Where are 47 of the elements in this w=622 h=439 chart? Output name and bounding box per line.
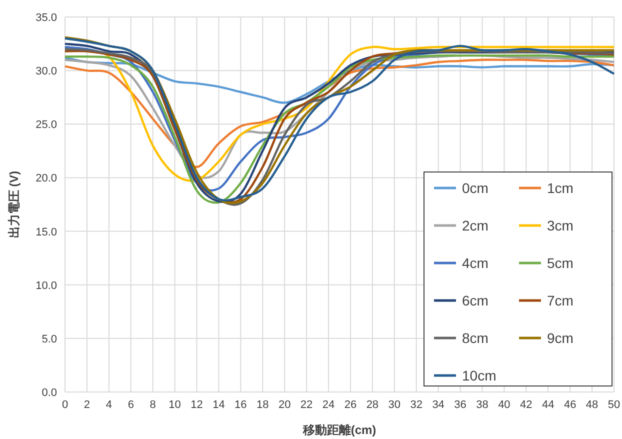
x-tick-label: 18 — [256, 399, 269, 411]
x-tick-label: 20 — [278, 399, 291, 411]
y-tick-label: 25.0 — [36, 119, 57, 132]
x-tick-label: 30 — [388, 399, 401, 411]
x-tick-label: 14 — [212, 399, 225, 411]
y-axis-title: 出力電圧 (V) — [7, 170, 21, 238]
legend-label: 0cm — [462, 180, 488, 196]
x-tick-label: 38 — [476, 399, 488, 411]
y-tick-label: 5.0 — [42, 333, 57, 346]
x-tick-label: 24 — [322, 399, 335, 411]
x-tick-label: 46 — [564, 399, 576, 411]
x-tick-label: 34 — [432, 399, 444, 411]
x-tick-label: 42 — [520, 399, 532, 411]
x-tick-label: 4 — [106, 399, 112, 411]
y-tick-label: 15.0 — [36, 226, 57, 238]
x-tick-label: 40 — [498, 399, 510, 411]
x-tick-label: 8 — [150, 399, 156, 411]
x-tick-label: 0 — [62, 399, 68, 411]
x-axis-title: 移動距離(cm) — [302, 423, 376, 437]
x-tick-label: 50 — [608, 399, 620, 411]
legend-label: 3cm — [547, 218, 574, 234]
x-tick-label: 36 — [454, 399, 466, 411]
legend-label: 4cm — [462, 255, 488, 271]
x-tick-label: 28 — [366, 399, 379, 411]
legend-label: 7cm — [547, 292, 574, 308]
y-tick-label: 0.0 — [42, 387, 57, 399]
x-tick-label: 32 — [410, 399, 422, 411]
legend-label: 8cm — [462, 330, 488, 346]
x-tick-label: 22 — [300, 399, 313, 411]
x-tick-label: 26 — [344, 399, 357, 411]
x-tick-label: 16 — [234, 399, 247, 411]
x-tick-label: 2 — [84, 399, 90, 411]
x-tick-label: 48 — [586, 399, 598, 411]
x-tick-label: 10 — [168, 399, 181, 411]
x-tick-label: 6 — [128, 399, 134, 411]
y-tick-label: 10.0 — [36, 280, 57, 292]
y-tick-label: 20.0 — [36, 172, 57, 185]
legend-label: 2cm — [462, 218, 488, 234]
y-tick-label: 35.0 — [36, 12, 57, 24]
x-tick-label: 44 — [542, 399, 554, 411]
legend-label: 5cm — [547, 255, 574, 271]
x-tick-label: 12 — [190, 399, 203, 411]
legend-label: 9cm — [547, 330, 574, 346]
y-tick-label: 30.0 — [36, 66, 57, 78]
legend-label: 1cm — [547, 180, 574, 196]
legend-label: 10cm — [462, 368, 496, 384]
legend-label: 6cm — [462, 292, 488, 308]
